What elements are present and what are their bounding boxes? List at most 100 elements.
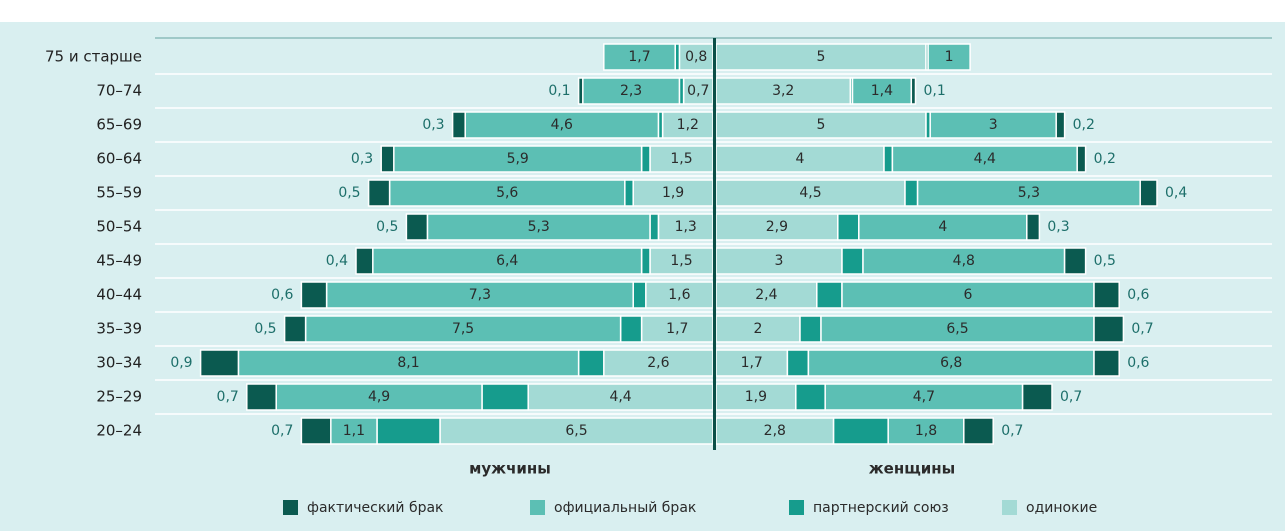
- data-label: 4,9: [368, 389, 390, 405]
- bar-segment: [283, 315, 307, 343]
- data-label: 7,3: [469, 287, 491, 303]
- data-label: 5,9: [507, 151, 529, 167]
- bar-segment: [927, 43, 971, 71]
- bar-segment: [851, 77, 913, 105]
- data-label: 4,4: [974, 151, 996, 167]
- data-label: 4,5: [799, 185, 821, 201]
- bar-segment: [380, 145, 395, 173]
- data-label: 1,3: [675, 219, 697, 235]
- data-label: 0,7: [687, 83, 709, 99]
- bar-segment: [300, 417, 332, 445]
- bar-segment: [910, 77, 917, 105]
- group-label: женщины: [869, 460, 955, 478]
- data-label: 1,9: [662, 185, 684, 201]
- legend-swatch: [530, 500, 545, 515]
- bar-segment: [640, 315, 714, 343]
- bar-segment: [325, 281, 634, 309]
- bar-segment: [1093, 315, 1125, 343]
- bar-segment: [832, 417, 889, 445]
- data-label: 3: [775, 253, 784, 269]
- bar-segment: [624, 179, 634, 207]
- data-label: 5,6: [496, 185, 518, 201]
- data-label: 0,2: [1073, 117, 1095, 133]
- bar-segment: [715, 179, 906, 207]
- bar-segment: [1021, 383, 1053, 411]
- bar-segment: [393, 145, 643, 173]
- bar-segment: [603, 43, 676, 71]
- background: [0, 22, 1285, 531]
- bar-segment: [372, 247, 643, 275]
- data-label: 5,3: [1018, 185, 1040, 201]
- data-label: 2,3: [620, 83, 642, 99]
- bar-segment: [246, 383, 277, 411]
- data-label: 2,6: [647, 355, 669, 371]
- bar-segment: [619, 315, 643, 343]
- data-label: 1,7: [666, 321, 688, 337]
- data-label: 0,4: [1165, 185, 1187, 201]
- bar-segment: [1055, 111, 1066, 139]
- bar-segment: [715, 417, 835, 445]
- bar-segment: [929, 111, 1057, 139]
- bar-segment: [388, 179, 626, 207]
- data-label: 0,7: [1131, 321, 1153, 337]
- data-label: 4,8: [953, 253, 975, 269]
- bar-segment: [883, 145, 894, 173]
- category-label: 55–59: [96, 184, 142, 202]
- bar-segment: [904, 179, 919, 207]
- data-label: 2,4: [755, 287, 777, 303]
- legend-label: партнерский союз: [813, 500, 949, 516]
- data-label: 0,3: [422, 117, 444, 133]
- data-label: 1,4: [871, 83, 893, 99]
- category-label: 50–54: [96, 218, 142, 236]
- bar-segment: [795, 383, 826, 411]
- bar-segment: [1026, 213, 1041, 241]
- bar-segment: [640, 247, 651, 275]
- bar-segment: [304, 315, 622, 343]
- bar-segment: [640, 145, 651, 173]
- bar-segment: [841, 247, 864, 275]
- data-label: 6,5: [565, 423, 587, 439]
- data-label: 0,4: [326, 253, 348, 269]
- category-label: 20–24: [96, 422, 142, 440]
- bar-segment: [887, 417, 965, 445]
- bar-segment: [841, 281, 1095, 309]
- data-label: 0,5: [376, 219, 398, 235]
- bar-segment: [367, 179, 391, 207]
- group-label: мужчины: [469, 460, 551, 478]
- bar-segment: [577, 349, 605, 377]
- bar-segment: [527, 383, 714, 411]
- bar-segment: [715, 349, 789, 377]
- category-label: 70–74: [96, 82, 142, 100]
- data-label: 3,2: [772, 83, 794, 99]
- data-label: 1,7: [628, 49, 650, 65]
- data-label: 0,7: [1001, 423, 1023, 439]
- bar-segment: [858, 213, 1028, 241]
- data-label: 1,5: [670, 253, 692, 269]
- bar-segment: [464, 111, 660, 139]
- data-label: 0,7: [271, 423, 293, 439]
- bar-segment: [199, 349, 240, 377]
- bar-segment: [577, 77, 584, 105]
- data-label: 5: [817, 49, 826, 65]
- category-label: 65–69: [96, 116, 142, 134]
- category-label: 30–34: [96, 354, 142, 372]
- data-label: 4: [938, 219, 947, 235]
- legend-swatch: [1002, 500, 1017, 515]
- data-label: 1,9: [745, 389, 767, 405]
- data-label: 2,9: [766, 219, 788, 235]
- data-label: 0,6: [1127, 287, 1149, 303]
- data-label: 4: [796, 151, 805, 167]
- data-label: 3: [989, 117, 998, 133]
- data-label: 6,8: [940, 355, 962, 371]
- data-label: 6: [964, 287, 973, 303]
- bar-segment: [862, 247, 1066, 275]
- legend-label: одинокие: [1026, 500, 1097, 516]
- category-label: 35–39: [96, 320, 142, 338]
- data-label: 4,6: [551, 117, 573, 133]
- bar-segment: [237, 349, 580, 377]
- category-label: 40–44: [96, 286, 142, 304]
- data-label: 5,3: [528, 219, 550, 235]
- bar-segment: [657, 213, 714, 241]
- data-label: 6,5: [946, 321, 968, 337]
